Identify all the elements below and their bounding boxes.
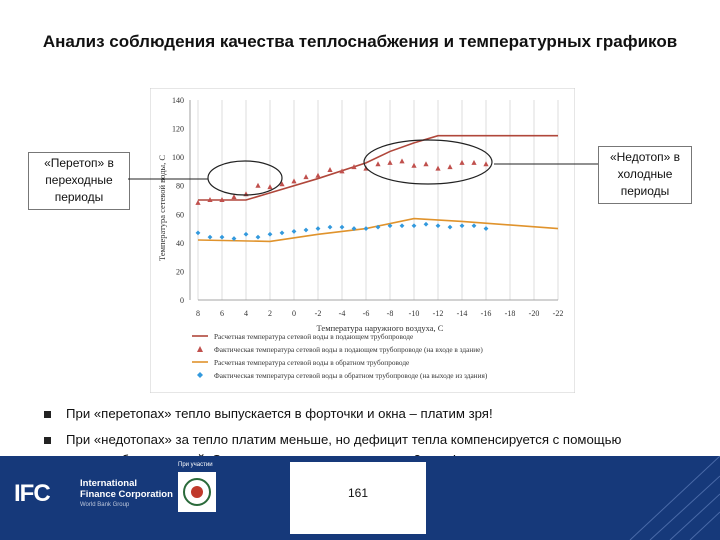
data-point-triangle [459, 159, 465, 165]
y-tick-label: 40 [176, 239, 184, 248]
data-point-triangle [219, 197, 225, 202]
ifc-logo-mark: IFC [14, 480, 51, 507]
y-tick-label: 80 [176, 182, 184, 191]
legend-triangle-swatch [197, 346, 203, 352]
data-point-diamond [243, 231, 249, 237]
y-tick-label: 140 [172, 96, 184, 105]
footer-decoration [629, 456, 720, 540]
y-tick-labels: 0 20 40 60 80 100 120 140 [172, 96, 184, 305]
x-tick-label: -22 [553, 309, 564, 318]
overheat-callout: «Перетоп» в переходные периоды [28, 152, 130, 210]
data-point-triangle [351, 164, 357, 170]
data-point-triangle [231, 194, 237, 200]
legend-entry: Расчетная температура сетевой воды в под… [214, 332, 413, 341]
data-point-triangle [423, 161, 429, 167]
x-tick-labels: 8 6 4 2 0 -2 -4 -6 -8 -10 -12 -14 -16 -18 -20 -22 [196, 309, 563, 318]
x-tick-label: -12 [433, 309, 444, 318]
ifc-logo-text: International Finance Corporation [80, 478, 173, 500]
data-point-diamond [411, 223, 417, 229]
x-tick-label: 8 [196, 309, 200, 318]
data-point-triangle [411, 162, 417, 168]
data-point-triangle [255, 182, 261, 188]
ifc-logo-subtitle: World Bank Group [80, 502, 130, 508]
page-number: 161 [347, 486, 369, 500]
data-point-triangle [315, 172, 321, 178]
data-point-diamond [483, 226, 489, 231]
ifc-logo: IFC International Finance Corporation Wo… [14, 476, 174, 516]
data-point-triangle [447, 164, 453, 170]
partner-label: При участии [178, 462, 213, 468]
chart-legend: Расчетная температура сетевой воды в под… [192, 332, 488, 380]
x-tick-label: -18 [505, 309, 516, 318]
data-point-triangle [279, 181, 285, 187]
data-point-triangle [387, 159, 393, 165]
bullet-square-icon [44, 411, 51, 418]
bullet-item: При «перетопах» тепло выпускается в форт… [44, 404, 704, 424]
data-point-triangle [291, 178, 297, 184]
data-point-triangle [399, 158, 405, 164]
data-point-diamond [423, 221, 429, 227]
slide-title: Анализ соблюдения качества теплоснабжени… [42, 32, 678, 51]
y-tick-label: 20 [176, 267, 184, 276]
data-point-triangle [327, 167, 333, 172]
data-point-diamond [207, 234, 213, 240]
x-axis-label: Температура наружного воздуха, С [317, 323, 444, 333]
highlight-ellipses [207, 139, 493, 196]
x-tick-label: -20 [529, 309, 540, 318]
bullet-square-icon [44, 437, 51, 444]
y-tick-label: 0 [180, 296, 184, 305]
bullet-text: При «перетопах» тепло выпускается в форт… [66, 406, 493, 421]
data-point-diamond [195, 230, 201, 236]
footer-bar: IFC International Finance Corporation Wo… [0, 456, 720, 540]
data-point-diamond [447, 224, 453, 230]
legend-entry: Фактическая температура сетевой воды в п… [214, 345, 483, 354]
data-point-triangle [435, 165, 441, 171]
x-tick-label: -10 [409, 309, 420, 318]
x-tick-label: -4 [339, 309, 346, 318]
x-tick-label: 2 [268, 309, 272, 318]
chart-axes [189, 100, 558, 301]
data-point-triangle [267, 184, 273, 190]
data-point-triangle [207, 197, 213, 202]
x-tick-label: 4 [244, 309, 248, 318]
y-tick-label: 100 [172, 153, 184, 162]
data-point-diamond [231, 236, 237, 241]
data-point-triangle [471, 159, 477, 165]
page-number-box: 161 [290, 462, 426, 534]
data-point-triangle [483, 161, 489, 167]
data-point-diamond [459, 223, 465, 229]
x-tick-label: -16 [481, 309, 492, 318]
x-tick-label: -6 [363, 309, 370, 318]
data-point-triangle [375, 161, 381, 167]
data-point-triangle [195, 199, 201, 205]
y-axis-label: Температура сетевой воды, С [157, 155, 167, 261]
legend-entry: Фактическая температура сетевой воды в о… [214, 371, 488, 380]
data-point-diamond [219, 234, 225, 240]
chart-grid [197, 100, 559, 300]
data-point-triangle [303, 174, 309, 180]
y-tick-label: 60 [176, 210, 184, 219]
legend-entry: Расчетная температура сетевой воды в обр… [214, 358, 409, 367]
x-tick-label: -8 [387, 309, 394, 318]
x-tick-label: -2 [315, 309, 322, 318]
data-point-diamond [435, 223, 441, 229]
x-tick-label: 0 [292, 309, 296, 318]
x-tick-label: 6 [220, 309, 224, 318]
legend-diamond-swatch [197, 372, 203, 378]
x-tick-label: -14 [457, 309, 468, 318]
underheat-callout: «Недотоп» в холодные периоды [598, 146, 692, 204]
data-point-triangle [339, 168, 345, 174]
y-tick-label: 120 [172, 125, 184, 134]
series-line [198, 134, 558, 201]
data-point-diamond [471, 223, 477, 229]
partner-logo [178, 472, 216, 512]
